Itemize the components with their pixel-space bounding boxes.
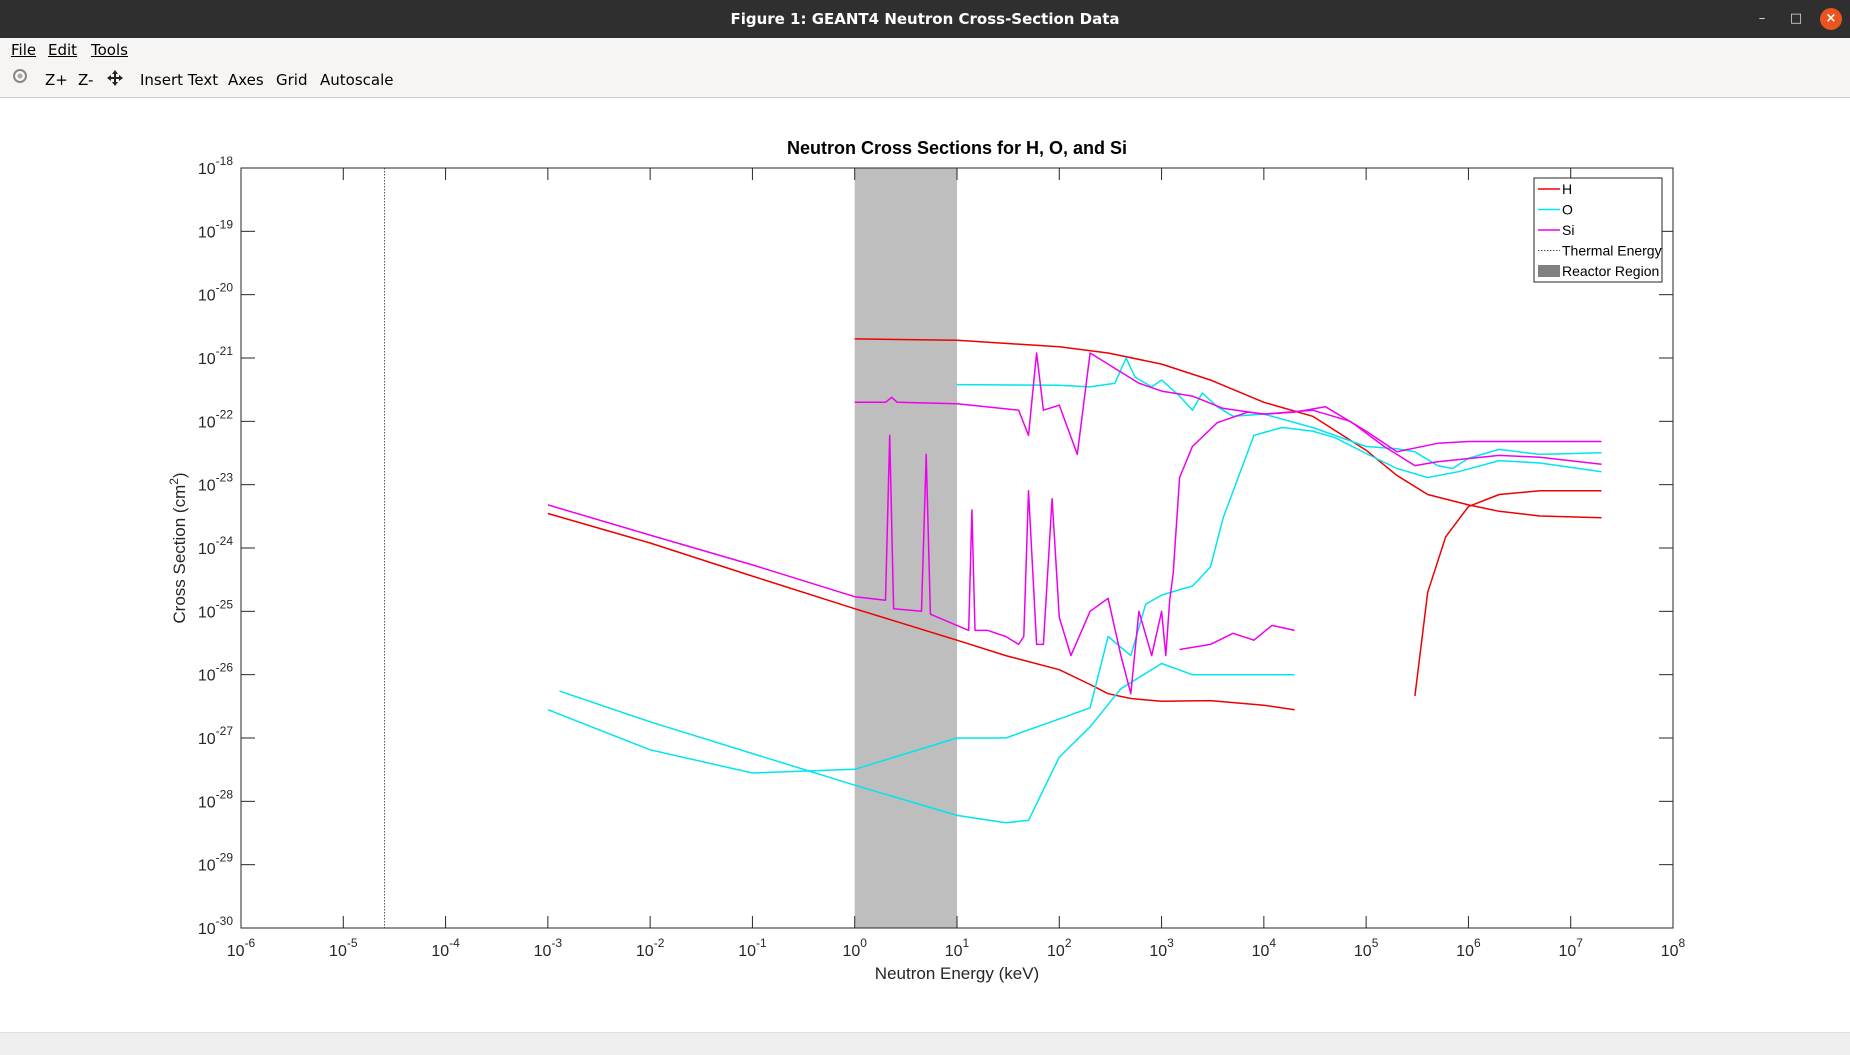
figure-toolbar: Z+ Z- Insert Text Axes Grid Autoscale	[0, 62, 1850, 98]
y-tick-label: 10-20	[198, 281, 233, 305]
series-line-si-7	[547, 409, 1602, 695]
legend-label: O	[1562, 202, 1573, 218]
autoscale-button[interactable]: Autoscale	[320, 71, 394, 89]
y-tick-label: 10-30	[198, 914, 233, 938]
y-axis-label-sup: 2	[167, 478, 181, 485]
x-tick-label: 10-5	[329, 936, 358, 960]
x-tick-label: 103	[1149, 936, 1174, 960]
y-tick-label: 10-23	[198, 471, 233, 495]
x-tick-label: 106	[1456, 936, 1481, 960]
menu-file[interactable]: File	[11, 41, 37, 59]
zoom-in-button[interactable]: Z+	[45, 71, 68, 89]
minimize-button[interactable]: –	[1751, 8, 1773, 30]
y-tick-label: 10-24	[198, 534, 233, 558]
window-title: Figure 1: GEANT4 Neutron Cross-Section D…	[730, 10, 1120, 28]
rotate-tool-button[interactable]	[12, 68, 28, 88]
y-tick-label: 10-25	[198, 597, 233, 621]
series-line-si-8	[1179, 624, 1295, 651]
close-button[interactable]: ×	[1820, 8, 1842, 30]
close-icon: ×	[1825, 11, 1837, 26]
legend-label: Si	[1562, 222, 1574, 238]
y-tick-label: 10-29	[198, 851, 233, 875]
x-tick-label: 107	[1558, 936, 1583, 960]
y-tick-label: 10-27	[198, 724, 233, 748]
maximize-icon: □	[1789, 11, 1803, 26]
minimize-icon: –	[1758, 11, 1766, 26]
pan-tool-button[interactable]	[106, 69, 124, 91]
y-axis-label-tail: )	[170, 472, 189, 478]
x-tick-label: 10-4	[431, 936, 460, 960]
x-tick-label: 10-6	[227, 936, 256, 960]
menu-tools[interactable]: Tools	[91, 41, 128, 59]
zoom-out-button[interactable]: Z-	[78, 71, 94, 89]
legend-label: Thermal Energy	[1562, 243, 1662, 259]
x-axis-label: Neutron Energy (keV)	[875, 964, 1039, 983]
series-line-h-1	[547, 512, 1295, 711]
series-line-o-3	[956, 357, 1602, 470]
y-tick-label: 10-26	[198, 661, 233, 685]
axes-button[interactable]: Axes	[228, 71, 264, 89]
series-line-h-0	[854, 338, 1602, 519]
legend-swatch-patch	[1538, 265, 1560, 277]
menu-edit[interactable]: Edit	[48, 41, 78, 59]
menu-bar: File Edit Tools	[0, 38, 1850, 62]
chart-canvas[interactable]: 10-6 10-5 10-4 10-3 10-2 10-1 100 101 102 103 104 1…	[0, 98, 1850, 1032]
y-tick-label: 10-22	[198, 407, 233, 431]
chart-title: Neutron Cross Sections for H, O, and Si	[787, 138, 1127, 158]
x-tick-label: 102	[1047, 936, 1072, 960]
maximize-button[interactable]: □	[1785, 8, 1807, 30]
pan-icon	[107, 70, 123, 86]
x-tick-label: 101	[945, 936, 970, 960]
legend: HO Si Thermal Energy Reactor Region	[1533, 177, 1663, 283]
status-bar	[0, 1032, 1850, 1055]
series-line-o-4	[547, 426, 1602, 774]
y-tick-label: 10-21	[198, 344, 233, 368]
x-tick-label: 10-1	[738, 936, 767, 960]
y-axis-label: Cross Section (cm2)	[167, 472, 189, 623]
x-tick-label: 105	[1354, 936, 1379, 960]
y-axis-label-base: Cross Section (cm	[170, 485, 189, 624]
x-tick-label: 100	[842, 936, 867, 960]
legend-label: Reactor Region	[1562, 263, 1659, 279]
reactor-region-band	[854, 168, 957, 928]
series-line-o-5	[559, 662, 1295, 824]
x-tick-label: 10-2	[636, 936, 665, 960]
y-tick-label: 10-19	[198, 217, 233, 241]
insert-text-button[interactable]: Insert Text	[140, 71, 219, 89]
series-line-h-2	[1414, 490, 1602, 697]
y-tick-label: 10-28	[198, 787, 233, 811]
x-tick-label: 104	[1252, 936, 1277, 960]
x-tick-label: 10-3	[534, 936, 563, 960]
window-titlebar: Figure 1: GEANT4 Neutron Cross-Section D…	[0, 0, 1850, 38]
x-tick-label: 108	[1661, 936, 1686, 960]
legend-label: H	[1562, 181, 1572, 197]
rotate-icon	[13, 69, 27, 83]
series-line-si-6	[854, 352, 1602, 456]
grid-button[interactable]: Grid	[276, 71, 308, 89]
y-tick-label: 10-18	[198, 154, 233, 178]
